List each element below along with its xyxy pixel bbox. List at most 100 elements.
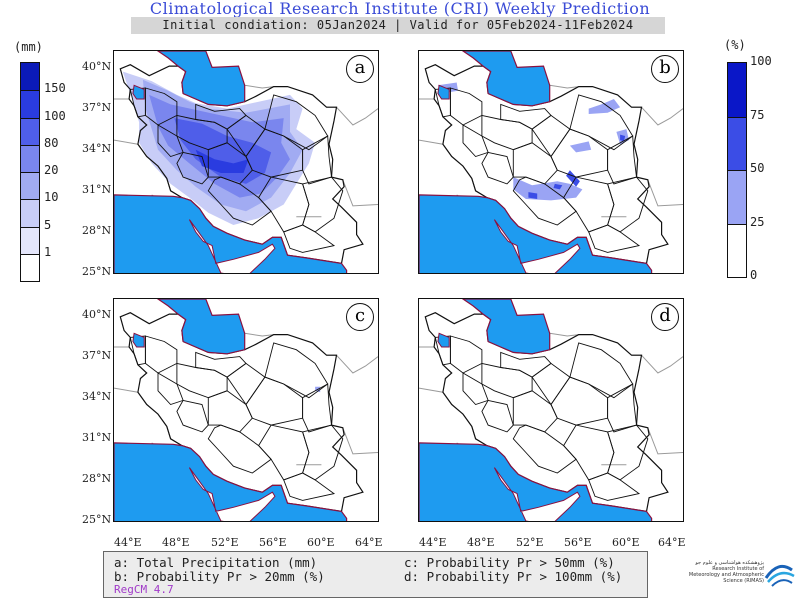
lat-tick-c-40: 40°N bbox=[82, 308, 112, 321]
panel-label-b: b bbox=[651, 55, 679, 83]
neighbor-border bbox=[419, 139, 488, 199]
colorbar-segment bbox=[21, 144, 39, 173]
lat-tick-c-31: 31°N bbox=[82, 431, 112, 444]
lon-tick-c-52: 52°E bbox=[211, 536, 239, 549]
neighbor-border bbox=[114, 387, 183, 447]
neighbor-border bbox=[647, 179, 683, 207]
province-border bbox=[588, 472, 641, 501]
lon-tick-d-44: 44°E bbox=[419, 536, 447, 549]
province-border bbox=[302, 424, 344, 481]
province-border bbox=[550, 128, 609, 178]
province-border bbox=[588, 224, 641, 253]
province-border bbox=[563, 424, 615, 481]
colorbar-right-unit: (%) bbox=[724, 38, 746, 52]
colorbar-segment bbox=[728, 116, 746, 171]
neighbor-border bbox=[244, 84, 274, 89]
province-border bbox=[449, 335, 483, 374]
province-border bbox=[226, 362, 266, 406]
arabian-coast bbox=[188, 219, 276, 273]
lat-tick-c-37: 37°N bbox=[82, 349, 112, 362]
lat-tick-a-31: 31°N bbox=[82, 183, 112, 196]
colorbar-label: 100 bbox=[750, 54, 772, 68]
panel-label-c: c bbox=[346, 303, 374, 331]
precip-contour bbox=[553, 183, 563, 190]
probability-colorbar bbox=[727, 62, 747, 278]
colorbar-label: 50 bbox=[750, 161, 765, 175]
lat-tick-c-28: 28°N bbox=[82, 472, 112, 485]
lake-urmia bbox=[132, 84, 145, 100]
colorbar-label: 80 bbox=[44, 135, 59, 150]
lon-tick-c-64: 64°E bbox=[355, 536, 383, 549]
province-border bbox=[434, 87, 451, 118]
lon-tick-d-48: 48°E bbox=[467, 536, 495, 549]
province-border bbox=[245, 376, 304, 426]
neighbor-border bbox=[647, 427, 683, 455]
province-border bbox=[607, 176, 649, 233]
neighbor-border bbox=[419, 387, 488, 447]
legend-b: b: Probability Pr > 20mm (%) bbox=[114, 569, 325, 584]
lat-tick-a-37: 37°N bbox=[82, 101, 112, 114]
lat-tick-c-25: 25°N bbox=[82, 513, 112, 526]
province-border bbox=[550, 376, 609, 426]
province-border bbox=[176, 399, 209, 433]
persian-gulf bbox=[419, 194, 653, 273]
map-panel-d: d bbox=[418, 298, 684, 522]
province-border bbox=[481, 399, 514, 433]
legend-d: d: Probability Pr > 100mm (%) bbox=[404, 569, 623, 584]
province-border bbox=[569, 342, 634, 399]
lake-urmia bbox=[132, 332, 145, 348]
lat-tick-c-34: 34°N bbox=[82, 390, 112, 403]
province-border bbox=[302, 176, 344, 233]
lat-tick-a-40: 40°N bbox=[82, 60, 112, 73]
logo-text-fa: پژوهشکده هواشناسی و علوم جو bbox=[695, 560, 764, 566]
caspian-sea bbox=[156, 299, 246, 355]
lake-urmia bbox=[437, 332, 450, 348]
province-border bbox=[144, 335, 178, 374]
precip-contour bbox=[569, 141, 592, 153]
model-name: RegCM 4.7 bbox=[114, 583, 174, 596]
province-border bbox=[512, 142, 558, 185]
lon-tick-c-56: 56°E bbox=[259, 536, 287, 549]
colorbar-segment bbox=[21, 199, 39, 228]
precip-contour bbox=[174, 118, 272, 184]
province-border bbox=[512, 390, 558, 433]
lon-tick-c-48: 48°E bbox=[162, 536, 190, 549]
lat-tick-a-34: 34°N bbox=[82, 142, 112, 155]
province-border bbox=[569, 94, 634, 151]
arabian-coast bbox=[188, 467, 276, 521]
colorbar-label: 20 bbox=[44, 163, 59, 177]
province-border bbox=[258, 424, 310, 481]
colorbar-segment bbox=[728, 63, 746, 118]
colorbar-label: 10 bbox=[44, 190, 59, 205]
logo-emblem-icon bbox=[764, 564, 795, 587]
map-panel-a: a bbox=[113, 50, 379, 274]
province-border bbox=[434, 335, 451, 366]
lat-tick-a-25: 25°N bbox=[82, 265, 112, 278]
province-border bbox=[264, 342, 329, 399]
arabian-coast bbox=[493, 467, 581, 521]
precip-contour bbox=[588, 99, 621, 114]
caspian-sea bbox=[461, 299, 551, 355]
neighbor-border bbox=[342, 179, 378, 207]
province-border bbox=[607, 424, 649, 481]
neighbor-border bbox=[342, 427, 378, 455]
colorbar-segment bbox=[21, 253, 39, 281]
lon-tick-c-60: 60°E bbox=[307, 536, 335, 549]
province-border bbox=[531, 362, 571, 406]
province-border bbox=[195, 103, 247, 130]
lon-tick-c-44: 44°E bbox=[114, 536, 142, 549]
province-border bbox=[157, 124, 184, 158]
colorbar-segment bbox=[21, 90, 39, 119]
caspian-sea bbox=[156, 51, 246, 107]
page-title: Climatological Research Institute (CRI) … bbox=[149, 0, 651, 18]
map-canvas bbox=[114, 51, 378, 273]
province-border bbox=[500, 351, 552, 378]
panel-label-d: d bbox=[651, 303, 679, 331]
precip-colorbar bbox=[20, 62, 40, 282]
province-border bbox=[176, 151, 209, 185]
neighbor-border bbox=[244, 332, 274, 337]
province-border bbox=[157, 372, 184, 406]
province-border bbox=[531, 114, 571, 158]
province-border bbox=[462, 124, 489, 158]
province-border bbox=[481, 151, 514, 185]
